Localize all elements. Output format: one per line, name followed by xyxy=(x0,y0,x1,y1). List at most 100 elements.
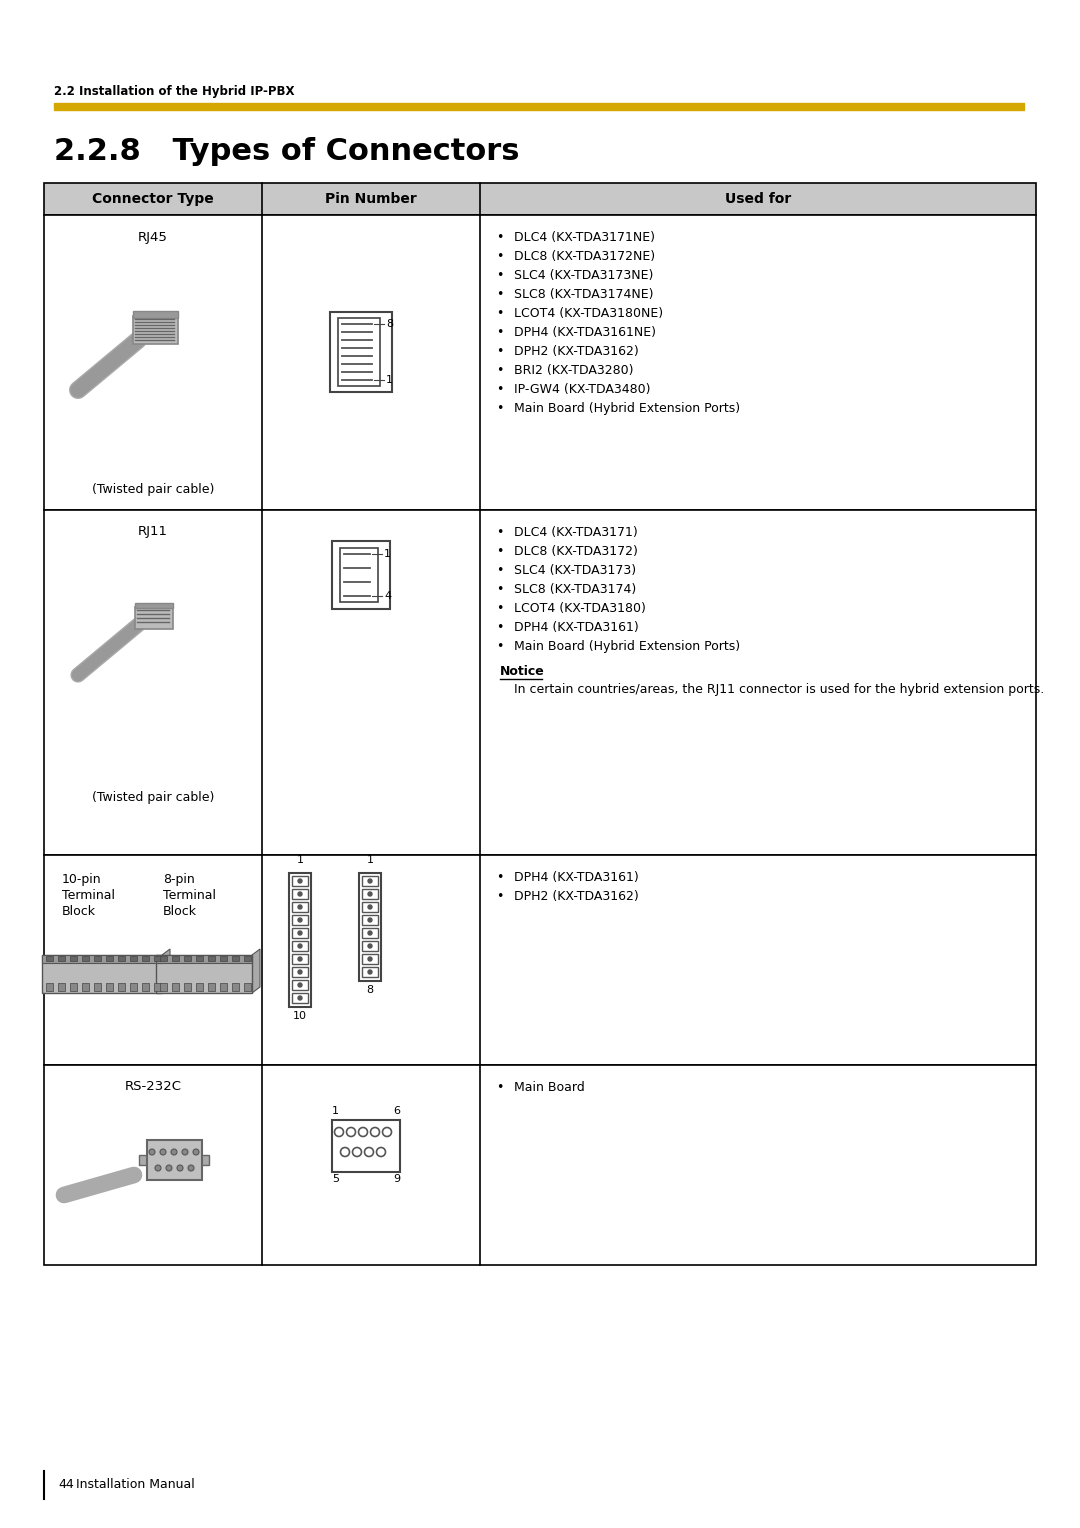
Bar xyxy=(42,955,162,993)
Bar xyxy=(332,541,390,610)
Bar xyxy=(244,983,251,992)
Circle shape xyxy=(183,1149,188,1155)
Circle shape xyxy=(368,918,372,921)
Bar xyxy=(362,941,378,950)
Circle shape xyxy=(368,879,372,883)
Bar xyxy=(44,510,1036,856)
Bar xyxy=(195,957,203,961)
Bar xyxy=(292,993,308,1002)
Text: 8: 8 xyxy=(386,319,393,329)
Text: LCOT4 (KX-TDA3180): LCOT4 (KX-TDA3180) xyxy=(514,602,646,614)
Text: SLC4 (KX-TDA3173): SLC4 (KX-TDA3173) xyxy=(514,564,636,578)
Text: •: • xyxy=(497,307,503,319)
Text: •: • xyxy=(497,564,503,578)
Bar xyxy=(201,1155,210,1164)
Text: 5: 5 xyxy=(332,1174,339,1184)
Bar xyxy=(292,876,308,886)
Circle shape xyxy=(171,1149,177,1155)
Bar xyxy=(82,983,89,992)
Bar xyxy=(44,856,1036,1065)
Bar xyxy=(94,983,102,992)
Circle shape xyxy=(188,1164,194,1170)
Bar xyxy=(220,957,227,961)
Bar xyxy=(292,889,308,898)
Circle shape xyxy=(368,931,372,935)
Circle shape xyxy=(298,957,302,961)
Text: Notice: Notice xyxy=(500,665,544,678)
Circle shape xyxy=(193,1149,199,1155)
Text: 8: 8 xyxy=(366,986,374,995)
Text: 10-pin: 10-pin xyxy=(62,872,102,886)
Text: LCOT4 (KX-TDA3180NE): LCOT4 (KX-TDA3180NE) xyxy=(514,307,663,319)
Circle shape xyxy=(298,983,302,987)
Circle shape xyxy=(359,1128,367,1137)
Bar xyxy=(362,953,378,964)
Bar xyxy=(54,102,1024,110)
Circle shape xyxy=(298,905,302,909)
Circle shape xyxy=(340,1148,350,1157)
Bar xyxy=(156,955,252,963)
Circle shape xyxy=(382,1128,391,1137)
Bar xyxy=(118,983,125,992)
Text: •: • xyxy=(497,545,503,558)
Bar xyxy=(362,876,378,886)
Bar xyxy=(160,957,167,961)
Bar xyxy=(292,979,308,990)
Text: BRI2 (KX-TDA3280): BRI2 (KX-TDA3280) xyxy=(514,364,634,377)
Circle shape xyxy=(177,1164,183,1170)
Circle shape xyxy=(365,1148,374,1157)
Text: Main Board (Hybrid Extension Ports): Main Board (Hybrid Extension Ports) xyxy=(514,402,740,416)
Text: SLC8 (KX-TDA3174): SLC8 (KX-TDA3174) xyxy=(514,584,636,596)
Bar xyxy=(46,957,53,961)
Bar xyxy=(340,549,378,602)
Circle shape xyxy=(368,892,372,895)
Text: DLC8 (KX-TDA3172NE): DLC8 (KX-TDA3172NE) xyxy=(514,251,656,263)
Text: Block: Block xyxy=(62,905,96,918)
Text: •: • xyxy=(497,231,503,244)
Text: Connector Type: Connector Type xyxy=(92,193,214,206)
Text: Main Board: Main Board xyxy=(514,1080,584,1094)
Bar xyxy=(70,957,77,961)
Text: •: • xyxy=(497,602,503,614)
Text: Terminal: Terminal xyxy=(163,889,216,902)
Circle shape xyxy=(368,957,372,961)
Text: DPH2 (KX-TDA3162): DPH2 (KX-TDA3162) xyxy=(514,889,638,903)
Text: •: • xyxy=(497,871,503,885)
Text: Block: Block xyxy=(163,905,197,918)
Bar xyxy=(135,607,173,630)
Text: 9: 9 xyxy=(393,1174,400,1184)
Bar xyxy=(292,915,308,924)
Circle shape xyxy=(352,1148,362,1157)
Bar xyxy=(184,957,191,961)
Bar xyxy=(58,983,65,992)
Bar xyxy=(106,983,113,992)
Text: DLC4 (KX-TDA3171NE): DLC4 (KX-TDA3171NE) xyxy=(514,231,654,244)
Text: 2.2.8   Types of Connectors: 2.2.8 Types of Connectors xyxy=(54,138,519,167)
Text: Main Board (Hybrid Extension Ports): Main Board (Hybrid Extension Ports) xyxy=(514,640,740,652)
Bar xyxy=(118,957,125,961)
Text: •: • xyxy=(497,1080,503,1094)
Bar xyxy=(70,983,77,992)
Circle shape xyxy=(298,892,302,895)
Bar xyxy=(195,983,203,992)
Text: •: • xyxy=(497,345,503,358)
Circle shape xyxy=(149,1149,156,1155)
Bar xyxy=(359,872,381,981)
Circle shape xyxy=(335,1128,343,1137)
Bar xyxy=(42,955,162,963)
Bar xyxy=(362,902,378,912)
Text: •: • xyxy=(497,364,503,377)
Text: 2.2 Installation of the Hybrid IP-PBX: 2.2 Installation of the Hybrid IP-PBX xyxy=(54,86,295,98)
Bar xyxy=(44,1065,1036,1265)
Bar xyxy=(292,941,308,950)
Circle shape xyxy=(298,931,302,935)
Bar xyxy=(362,915,378,924)
Text: 1: 1 xyxy=(386,374,393,385)
Bar xyxy=(362,889,378,898)
Bar xyxy=(58,957,65,961)
Text: RJ45: RJ45 xyxy=(138,231,167,243)
Text: DPH4 (KX-TDA3161NE): DPH4 (KX-TDA3161NE) xyxy=(514,325,656,339)
Bar xyxy=(139,1155,147,1164)
Text: •: • xyxy=(497,889,503,903)
Bar xyxy=(208,957,215,961)
